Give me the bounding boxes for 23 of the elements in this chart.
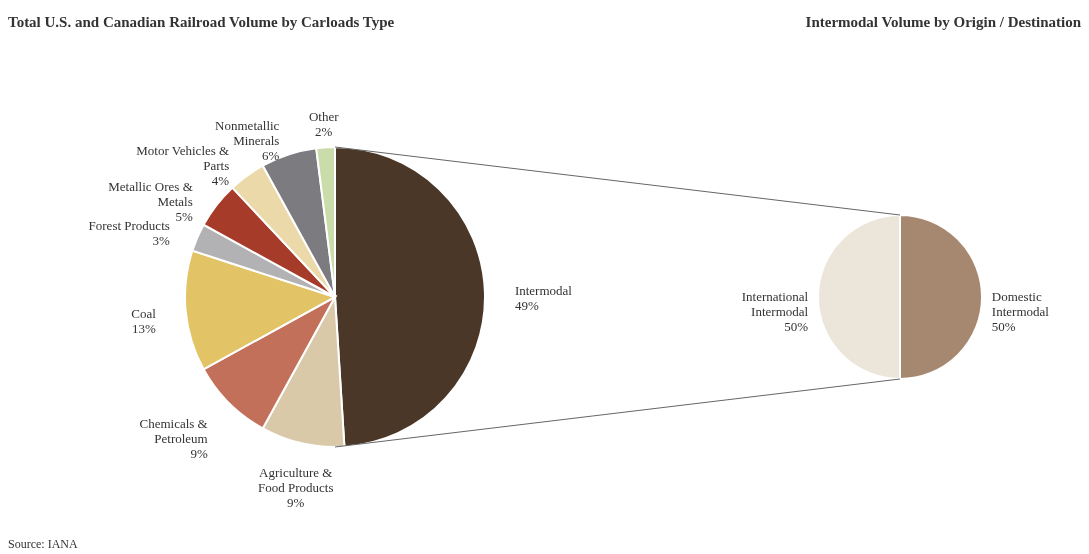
slice-label: Coal	[131, 305, 157, 321]
slice-label: Agriculture & Food Products	[257, 464, 334, 495]
data-label: 9%	[190, 446, 208, 462]
slice-label: Forest Products	[88, 217, 170, 233]
chart-title: Intermodal Volume by Origin / Destination	[805, 14, 1082, 30]
chart-title: Total U.S. and Canadian Railroad Volume by Carloads Type	[8, 14, 395, 30]
data-label: 5%	[175, 208, 193, 224]
data-label: 50%	[784, 319, 809, 334]
data-label: 6%	[262, 147, 280, 163]
slice-label: Other	[308, 109, 340, 125]
source-note: Source: IANA	[8, 537, 78, 551]
slice-label: Metallic Ores & Metals	[108, 178, 193, 209]
data-label: 9%	[287, 494, 305, 510]
data-label: 13%	[131, 320, 156, 336]
data-label: 50%	[991, 319, 1016, 334]
data-label: 4%	[211, 173, 230, 189]
data-label: 49%	[514, 298, 539, 314]
slice-label: Intermodal	[514, 283, 573, 299]
data-label: 3%	[152, 232, 170, 248]
slice-label: Domestic Intermodal	[991, 289, 1050, 319]
slice-label: International Intermodal	[741, 289, 809, 319]
slice-label: Chemicals & Petroleum	[139, 416, 208, 447]
data-label: 2%	[315, 124, 333, 140]
